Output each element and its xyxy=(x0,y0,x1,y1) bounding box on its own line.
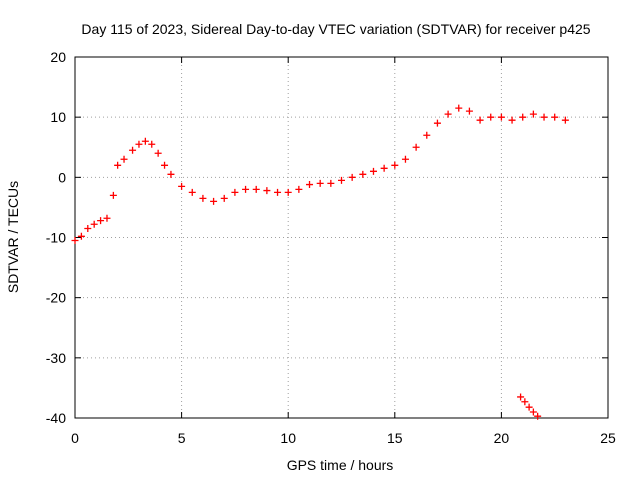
data-point xyxy=(327,179,335,187)
data-point xyxy=(129,146,137,154)
data-point xyxy=(114,161,122,169)
data-point xyxy=(188,188,196,196)
data-point xyxy=(534,412,542,420)
data-point xyxy=(521,398,529,406)
data-point xyxy=(529,110,537,118)
y-tick-label: -10 xyxy=(46,230,66,246)
data-point xyxy=(178,182,186,190)
data-point xyxy=(135,140,143,148)
data-point xyxy=(274,188,282,196)
chart-title: Day 115 of 2023, Sidereal Day-to-day VTE… xyxy=(81,21,590,37)
data-point xyxy=(433,119,441,127)
data-point xyxy=(476,116,484,124)
data-point xyxy=(306,181,314,189)
data-point xyxy=(295,185,303,193)
data-point xyxy=(444,110,452,118)
y-tick-label: -20 xyxy=(46,290,66,306)
data-marks xyxy=(71,104,569,420)
data-point xyxy=(338,176,345,184)
data-point xyxy=(167,170,175,178)
x-tick-label: 25 xyxy=(600,430,616,446)
data-point xyxy=(412,143,420,151)
data-point xyxy=(220,194,228,202)
y-axis-label: SDTVAR / TECUs xyxy=(5,181,21,293)
x-tick-label: 20 xyxy=(494,430,510,446)
data-point xyxy=(525,403,533,411)
data-point xyxy=(210,197,218,205)
grid-lines xyxy=(75,57,608,418)
y-tick-label: 20 xyxy=(50,49,66,65)
data-point xyxy=(242,185,250,193)
x-axis-label: GPS time / hours xyxy=(287,457,394,473)
data-point xyxy=(316,179,324,187)
data-point xyxy=(141,137,149,145)
axis-ticks: 0 5 10 15 20 25 -40 -30 -20 -10 0 10 20 xyxy=(46,49,616,446)
data-point xyxy=(97,217,105,225)
data-point xyxy=(551,113,559,121)
y-tick-label: 0 xyxy=(58,169,66,185)
data-point xyxy=(455,104,463,112)
data-point xyxy=(465,107,473,115)
data-point xyxy=(497,113,505,121)
data-point xyxy=(540,113,548,121)
data-point xyxy=(231,188,239,196)
data-point xyxy=(508,116,516,124)
data-point xyxy=(401,155,409,163)
y-tick-label: -30 xyxy=(46,350,66,366)
data-point xyxy=(423,131,431,139)
data-point xyxy=(263,187,271,195)
data-point xyxy=(77,232,85,240)
x-tick-label: 0 xyxy=(71,430,79,446)
data-point xyxy=(252,185,260,193)
x-tick-label: 15 xyxy=(387,430,403,446)
data-point xyxy=(148,140,156,148)
data-point xyxy=(561,116,569,124)
data-point xyxy=(359,170,367,178)
data-point xyxy=(348,173,356,181)
data-point xyxy=(154,149,162,157)
plot-frame xyxy=(74,56,609,419)
data-point xyxy=(517,393,525,401)
data-point xyxy=(120,155,128,163)
data-point xyxy=(199,194,207,202)
data-point xyxy=(103,214,111,222)
x-tick-label: 5 xyxy=(178,430,186,446)
data-point xyxy=(71,237,79,245)
data-point xyxy=(487,113,495,121)
data-point xyxy=(391,161,399,169)
data-point xyxy=(529,408,537,416)
y-tick-label: -40 xyxy=(46,410,66,426)
data-point xyxy=(519,113,527,121)
data-point xyxy=(161,161,169,169)
data-point xyxy=(380,164,388,172)
data-point xyxy=(109,191,117,199)
data-point xyxy=(369,167,377,175)
data-point xyxy=(284,188,292,196)
data-point xyxy=(90,220,98,228)
y-tick-label: 10 xyxy=(50,109,66,125)
data-point xyxy=(84,224,92,232)
x-tick-label: 10 xyxy=(280,430,296,446)
